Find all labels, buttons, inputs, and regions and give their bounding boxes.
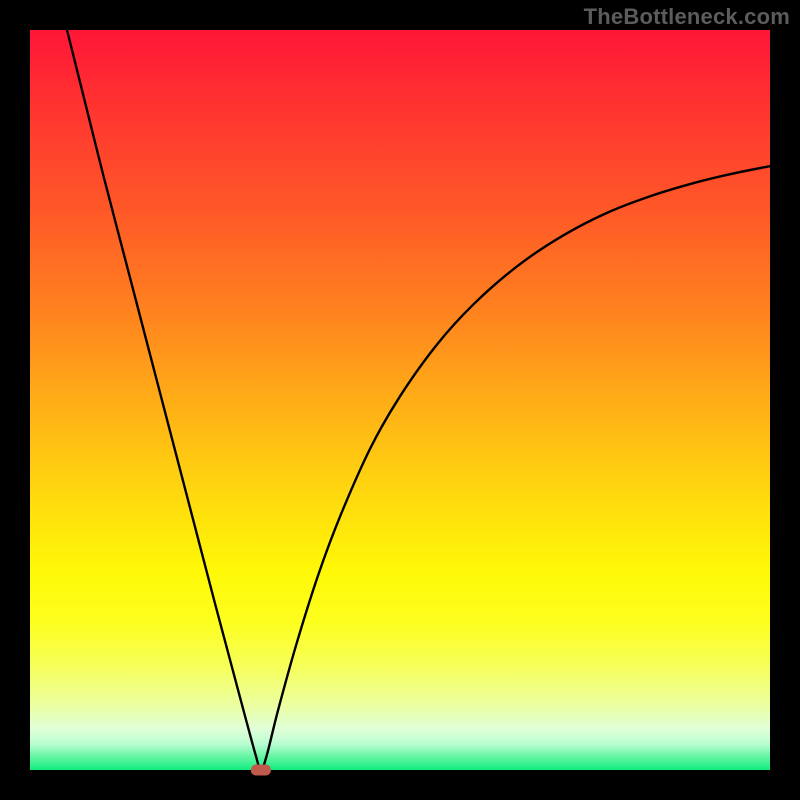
plot-background bbox=[30, 30, 770, 770]
bottleneck-chart bbox=[0, 0, 800, 800]
chart-container: { "canvas": { "width": 800, "height": 80… bbox=[0, 0, 800, 800]
watermark-text: TheBottleneck.com bbox=[584, 4, 790, 30]
minimum-marker bbox=[251, 765, 271, 776]
